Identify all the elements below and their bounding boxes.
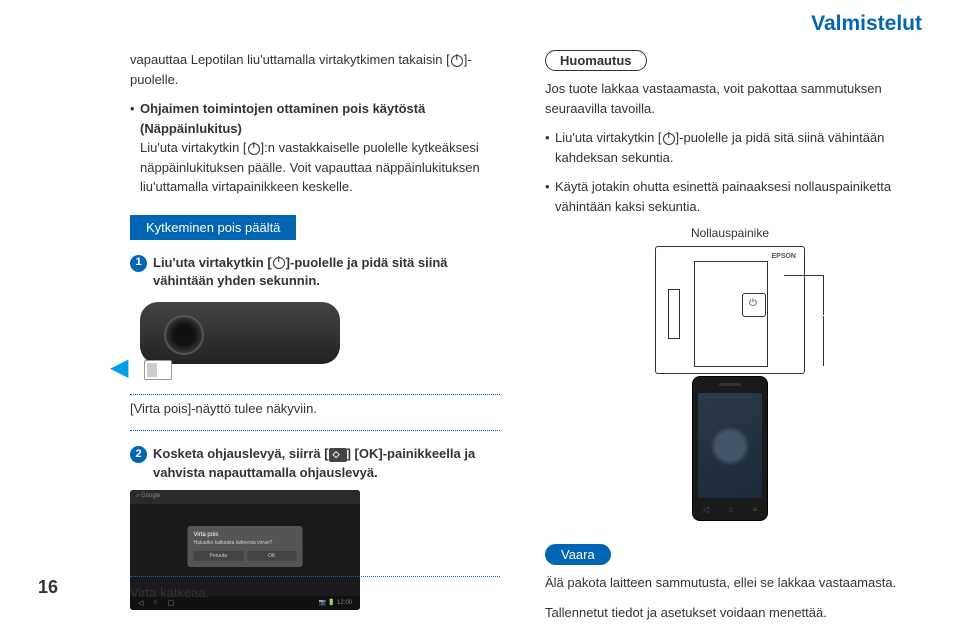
- remote-illustration: EPSON ◁⌂≡: [655, 246, 805, 526]
- page-number: 16: [38, 577, 58, 598]
- remote-wrap: EPSON ◁⌂≡: [545, 246, 915, 526]
- remote-reset-button: [742, 293, 766, 317]
- danger-label: Vaara: [545, 544, 611, 565]
- ss-clock: 📷 🔋 12:00: [319, 599, 352, 606]
- power-icon: [273, 257, 285, 269]
- ok-icon: [329, 448, 347, 462]
- phone-nav: ◁⌂≡: [693, 505, 767, 514]
- bullet-1: Ohjaimen toimintojen ottaminen pois käyt…: [130, 99, 500, 197]
- dotted-divider: [130, 430, 500, 431]
- phone-trackpad-icon: [710, 426, 750, 466]
- bullet-1-title: Ohjaimen toimintojen ottaminen pois käyt…: [140, 101, 425, 136]
- power-icon: [663, 133, 675, 145]
- callout-arrow: [784, 275, 824, 315]
- note-label: Huomautus: [545, 50, 647, 71]
- step2-a: Kosketa ohjauslevyä, siirrä [: [153, 446, 329, 461]
- note-bullet-1: Liu'uta virtakytkin []-puolelle ja pidä …: [545, 128, 915, 167]
- danger-text-1: Älä pakota laitteen sammutusta, ellei se…: [545, 573, 915, 593]
- left-column: vapauttaa Lepotilan liu'uttamalla virtak…: [130, 50, 500, 632]
- projector-switch: [144, 360, 172, 380]
- step-2-number: 2: [130, 446, 147, 463]
- page-header: Valmistelut: [811, 12, 922, 36]
- remote-outline: EPSON: [655, 246, 805, 374]
- ss-ok-button: OK: [247, 551, 297, 561]
- ss-cancel-button: Peruuta: [194, 551, 244, 561]
- slide-arrow-icon: ◀: [110, 353, 128, 382]
- step1-a: Liu'uta virtakytkin [: [153, 255, 272, 270]
- ss-dialog-buttons: Peruuta OK: [194, 551, 297, 561]
- intro-a: vapauttaa Lepotilan liu'uttamalla virtak…: [130, 52, 450, 67]
- projector-body: ◀: [140, 302, 340, 364]
- nb1-a: Liu'uta virtakytkin [: [555, 130, 662, 145]
- content-columns: vapauttaa Lepotilan liu'uttamalla virtak…: [0, 0, 960, 632]
- phone-screen: [698, 393, 762, 498]
- section-tab-poweroff: Kytkeminen pois päältä: [130, 215, 296, 240]
- ss-dialog-text: Haluatko katkaista laitteesta virran?: [194, 540, 297, 546]
- step-2: 2 Kosketa ohjauslevyä, siirrä [] [OK]-pa…: [130, 445, 500, 481]
- ss-statusbar: ⌕ Google: [130, 490, 360, 504]
- dotted-divider: [130, 394, 500, 395]
- epson-logo: EPSON: [771, 253, 796, 260]
- intro-text: vapauttaa Lepotilan liu'uttamalla virtak…: [130, 50, 500, 89]
- remote-clip: [668, 289, 680, 339]
- final-note: Virta katkeaa.: [130, 576, 500, 600]
- controller-device: ◁⌂≡: [692, 376, 768, 521]
- ss-dialog: Virta pois Haluatko katkaista laitteesta…: [188, 526, 303, 567]
- right-column: Huomautus Jos tuote lakkaa vastaamasta, …: [545, 50, 915, 632]
- step-1-number: 1: [130, 255, 147, 272]
- step-1-text: Liu'uta virtakytkin []-puolelle ja pidä …: [153, 254, 500, 290]
- note-text: Jos tuote lakkaa vastaamasta, voit pakot…: [545, 79, 915, 118]
- reset-button-label: Nollauspainike: [545, 226, 915, 240]
- power-icon: [248, 143, 260, 155]
- ss-dialog-title: Virta pois: [194, 532, 297, 538]
- note-bullet-2: Käytä jotakin ohutta esinettä painaakses…: [545, 177, 915, 216]
- projector-illustration: ◀: [130, 302, 360, 364]
- phone-speaker: [719, 383, 741, 386]
- power-icon: [451, 55, 463, 67]
- step-1: 1 Liu'uta virtakytkin []-puolelle ja pid…: [130, 254, 500, 290]
- danger-text-2: Tallennetut tiedot ja asetukset voidaan …: [545, 603, 915, 623]
- mid-note: [Virta pois]-näyttö tulee näkyviin.: [130, 399, 500, 419]
- step-2-text: Kosketa ohjauslevyä, siirrä [] [OK]-pain…: [153, 445, 500, 481]
- bullet-1-body-a: Liu'uta virtakytkin [: [140, 140, 247, 155]
